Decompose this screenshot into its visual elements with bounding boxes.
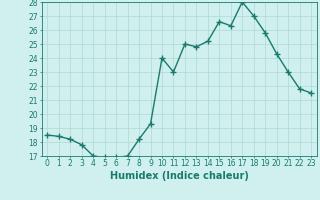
X-axis label: Humidex (Indice chaleur): Humidex (Indice chaleur) <box>110 171 249 181</box>
